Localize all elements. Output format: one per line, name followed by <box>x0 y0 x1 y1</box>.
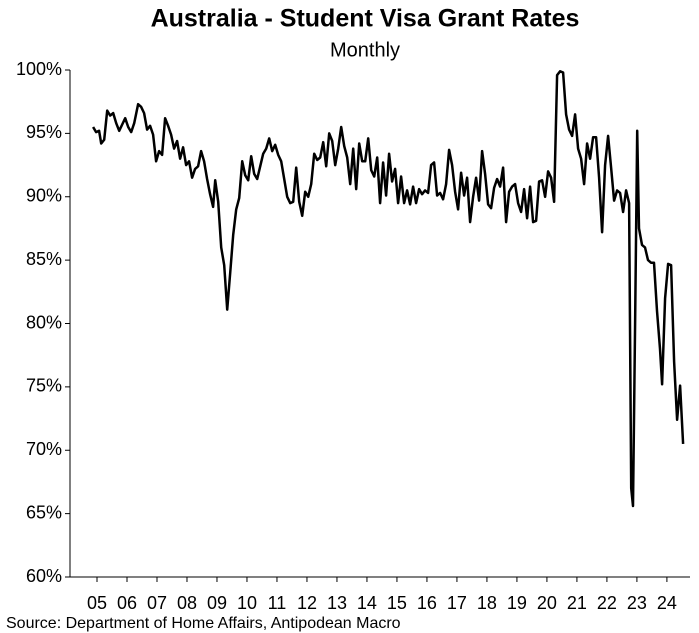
x-tick-label: 16 <box>417 593 437 613</box>
x-tick-label: 05 <box>87 593 107 613</box>
x-tick-label: 06 <box>117 593 137 613</box>
x-tick-label: 15 <box>387 593 407 613</box>
x-tick-label: 08 <box>177 593 197 613</box>
x-tick-label: 18 <box>477 593 497 613</box>
x-tick-label: 14 <box>357 593 377 613</box>
chart-subtitle: Monthly <box>330 39 400 61</box>
x-tick-label: 22 <box>597 593 617 613</box>
x-tick-label: 20 <box>537 593 557 613</box>
chart-title: Australia - Student Visa Grant Rates <box>151 5 580 33</box>
y-tick-label: 65% <box>26 502 62 522</box>
y-tick-label: 100% <box>16 59 62 79</box>
x-tick-label: 13 <box>327 593 347 613</box>
x-tick-label: 19 <box>507 593 527 613</box>
x-tick-label: 23 <box>627 593 647 613</box>
y-tick-label: 60% <box>26 566 62 586</box>
source-note: Source: Department of Home Affairs, Anti… <box>6 615 401 632</box>
data-line <box>92 70 685 508</box>
y-tick-label: 80% <box>26 312 62 332</box>
x-tick-label: 09 <box>207 593 227 613</box>
x-tick-label: 07 <box>147 593 167 613</box>
y-tick-label: 85% <box>26 249 62 269</box>
x-tick-label: 10 <box>237 593 257 613</box>
y-tick-label: 75% <box>26 376 62 396</box>
y-tick-label: 90% <box>26 186 62 206</box>
y-tick-label: 70% <box>26 439 62 459</box>
x-tick-label: 17 <box>447 593 467 613</box>
x-tick-label: 21 <box>567 593 587 613</box>
x-tick-label: 12 <box>297 593 317 613</box>
y-tick-label: 95% <box>26 122 62 142</box>
x-tick-label: 11 <box>268 593 287 613</box>
x-tick-label: 24 <box>657 593 677 613</box>
